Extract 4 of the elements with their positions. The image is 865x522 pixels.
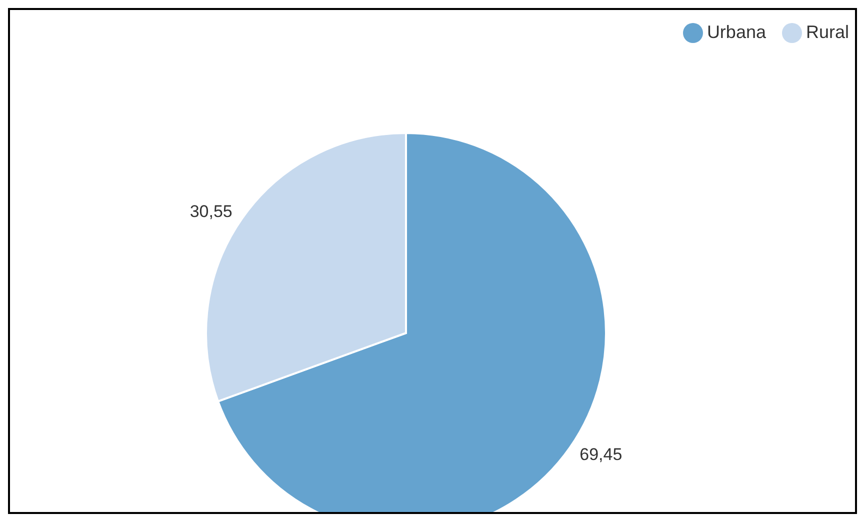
legend-label: Rural bbox=[806, 22, 849, 43]
data-label: 69,45 bbox=[580, 445, 622, 464]
legend-label: Urbana bbox=[706, 22, 766, 43]
data-label: 30,55 bbox=[190, 202, 232, 221]
